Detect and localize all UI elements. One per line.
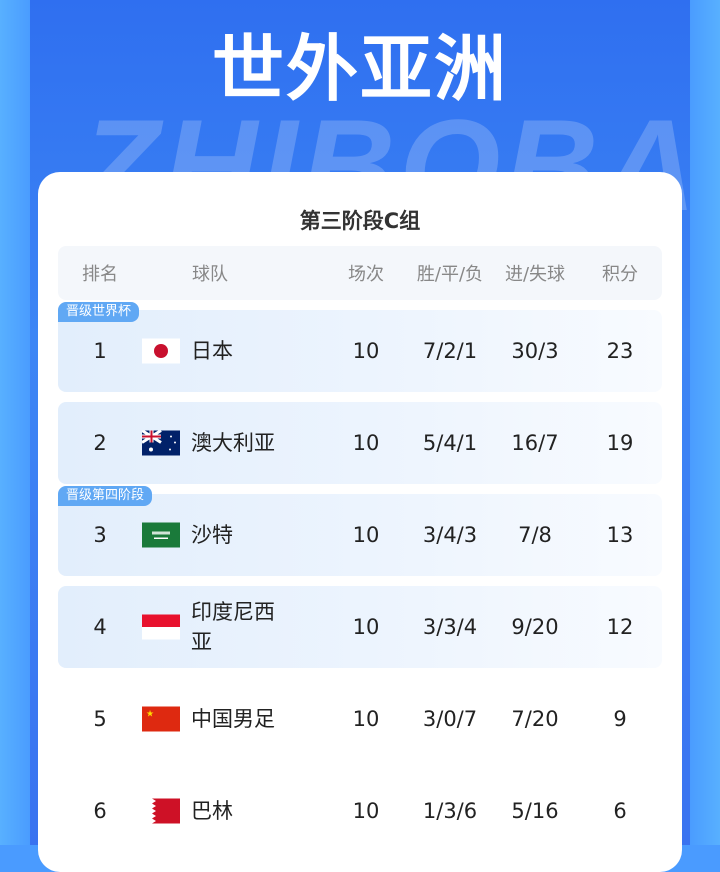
points: 12 — [606, 615, 634, 639]
col-played: 场次 — [348, 264, 384, 285]
table-row[interactable]: 5 ★ 中国男足 10 3/0/7 7/20 9 — [58, 678, 662, 760]
win-draw-loss: 3/0/7 — [422, 707, 478, 731]
played: 10 — [352, 799, 380, 823]
played: 10 — [352, 339, 380, 363]
qualification-badge: 晋级第四阶段 — [58, 486, 153, 506]
goals: 30/3 — [511, 339, 559, 363]
table-row[interactable]: 6 巴林 10 1/3/6 5/16 6 — [58, 770, 662, 852]
win-draw-loss: 1/3/6 — [422, 799, 478, 823]
japan-flag-icon — [142, 338, 180, 364]
background-edge-left — [0, 0, 30, 845]
rank: 5 — [93, 707, 107, 731]
col-points: 积分 — [602, 264, 638, 285]
page-title: 世外亚洲 — [211, 27, 508, 111]
col-goals: 进/失球 — [504, 264, 566, 285]
group-title: 第三阶段C组 — [299, 209, 421, 233]
standings-card: 第三阶段C组 排名 球队 场次 胜/平/负 进/失球 积分 晋级世界杯 1 日本 … — [38, 172, 682, 872]
points: 19 — [606, 431, 634, 455]
played: 10 — [352, 431, 380, 455]
australia-flag-icon — [142, 430, 180, 456]
rank: 1 — [93, 339, 107, 363]
goals: 16/7 — [511, 431, 559, 455]
points: 9 — [613, 707, 627, 731]
points: 13 — [606, 523, 634, 547]
col-wdl: 胜/平/负 — [416, 264, 484, 285]
col-team: 球队 — [192, 264, 228, 285]
china-flag-icon: ★ — [142, 706, 180, 732]
rank: 4 — [93, 615, 107, 639]
win-draw-loss: 3/4/3 — [422, 523, 478, 547]
table-row[interactable]: 4 印度尼西亚 10 3/3/4 9/20 12 — [58, 586, 662, 668]
team-name: 澳大利亚 — [191, 431, 275, 455]
background-edge-right — [690, 0, 720, 845]
team-name: 沙特 — [191, 523, 233, 547]
bahrain-flag-icon — [142, 798, 180, 824]
saudi-arabia-flag-icon — [142, 522, 180, 548]
team-name: 中国男足 — [191, 707, 275, 731]
indonesia-flag-icon — [142, 614, 180, 640]
points: 6 — [613, 799, 627, 823]
win-draw-loss: 5/4/1 — [422, 431, 478, 455]
table-row[interactable]: 晋级第四阶段 3 沙特 10 3/4/3 7/8 13 — [58, 486, 662, 576]
goals: 5/16 — [511, 799, 559, 823]
col-rank: 排名 — [82, 264, 118, 285]
rank: 2 — [93, 431, 107, 455]
rank: 6 — [93, 799, 107, 823]
goals: 7/8 — [518, 523, 552, 547]
goals: 7/20 — [511, 707, 559, 731]
team-name: 印度尼西亚 — [191, 600, 275, 654]
goals: 9/20 — [511, 615, 559, 639]
points: 23 — [606, 339, 634, 363]
played: 10 — [352, 523, 380, 547]
team-name: 巴林 — [191, 799, 233, 823]
win-draw-loss: 3/3/4 — [422, 615, 478, 639]
played: 10 — [352, 615, 380, 639]
table-row[interactable]: 2 澳大利亚 10 5/4/1 16/7 19 — [58, 402, 662, 484]
win-draw-loss: 7/2/1 — [422, 339, 478, 363]
table-row[interactable]: 晋级世界杯 1 日本 10 7/2/1 30/3 23 — [58, 302, 662, 392]
svg-text:★: ★ — [146, 710, 154, 720]
qualification-badge: 晋级世界杯 — [58, 302, 140, 322]
team-name: 日本 — [191, 339, 233, 363]
played: 10 — [352, 707, 380, 731]
rank: 3 — [93, 523, 107, 547]
table-header: 排名 球队 场次 胜/平/负 进/失球 积分 — [58, 246, 662, 300]
